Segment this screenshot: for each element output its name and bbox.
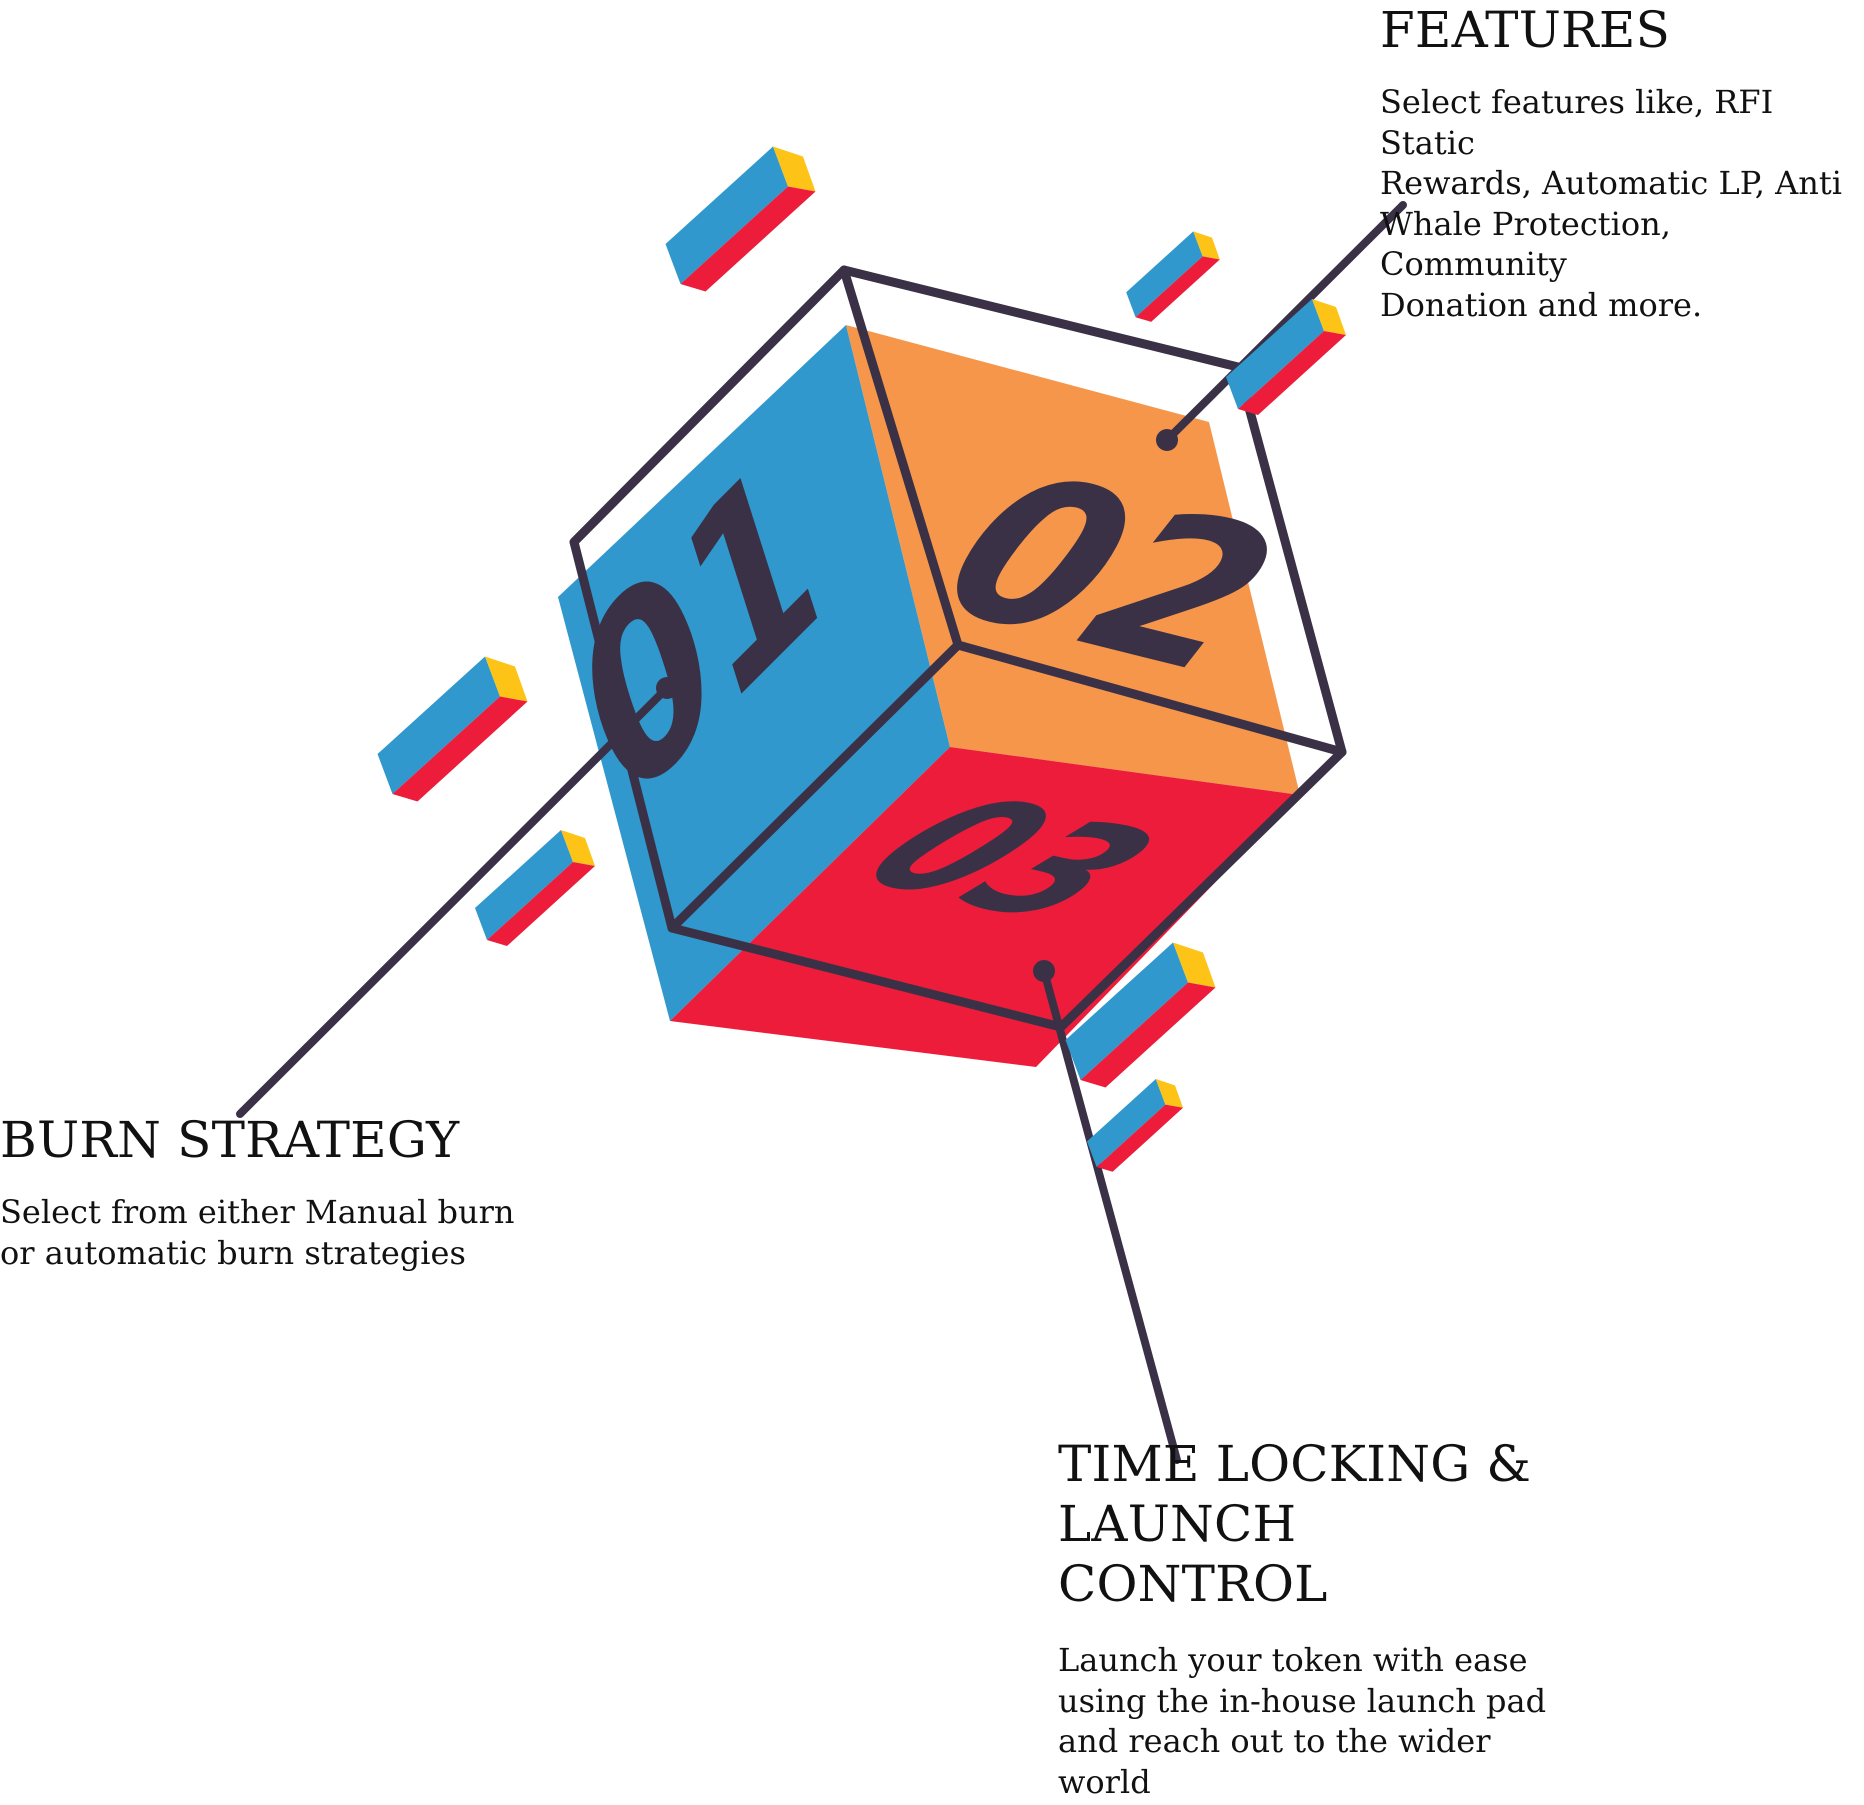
leader-dot-burn [656, 677, 678, 699]
leader-dot-time [1033, 960, 1055, 982]
features-line: Whale Protection, Community [1380, 204, 1671, 284]
deco-cube-red-face [1096, 1104, 1183, 1172]
deco-cube-blue-face [1226, 299, 1324, 409]
time-locking-line: Launch your token with ease [1058, 1641, 1528, 1679]
features-line: Donation and more. [1380, 285, 1703, 324]
time-locking-title-line: LAUNCH CONTROL [1058, 1495, 1328, 1613]
deco-cube-red-face [1238, 331, 1346, 415]
deco-cube-yellow-face [1173, 942, 1216, 988]
deco-cube-left-lower [475, 830, 595, 946]
time-locking-title: TIME LOCKING & LAUNCH CONTROL [1058, 1434, 1578, 1614]
leader-dot-features [1156, 429, 1178, 451]
deco-cube-red-face [392, 696, 528, 802]
deco-cube-yellow-face [1155, 1079, 1183, 1108]
features-description: Select features like, RFI Static Rewards… [1380, 82, 1864, 325]
features-line: Select features like, RFI Static [1380, 83, 1774, 162]
leader-lines [236, 201, 1407, 1464]
deco-cube-blue-face [1065, 942, 1188, 1080]
time-locking-title-line: TIME LOCKING & [1058, 1435, 1532, 1493]
features-title: FEATURES [1380, 1, 1671, 59]
deco-cube-yellow-face [1312, 299, 1346, 335]
callout-burn-strategy: BURN STRATEGY Select from either Manual … [0, 1110, 560, 1273]
burn-strategy-line: Select from either Manual burn [0, 1193, 515, 1231]
leader-line-time [1040, 967, 1181, 1464]
decor-cubes [377, 146, 1346, 1172]
deco-cube-blue-face [377, 656, 500, 794]
leader-line-burn [236, 684, 671, 1118]
deco-cube-red-face [487, 862, 595, 946]
deco-cube-red-face [680, 186, 816, 292]
deco-cube-yellow-face [485, 656, 528, 702]
deco-cube-top [665, 146, 816, 292]
callout-features: FEATURES Select features like, RFI Stati… [1380, 0, 1864, 325]
callout-time-locking: TIME LOCKING & LAUNCH CONTROL Launch you… [1058, 1434, 1578, 1802]
time-locking-line: world [1058, 1762, 1151, 1801]
deco-cube-yellow-face [561, 830, 595, 866]
time-locking-line: using the in-house launch pad [1058, 1681, 1547, 1720]
cube-face-03 [670, 747, 1300, 1067]
time-locking-description: Launch your token with ease using the in… [1058, 1640, 1578, 1802]
burn-strategy-description: Select from either Manual burn or automa… [0, 1192, 560, 1273]
deco-cube-blue-face [665, 146, 788, 284]
deco-cube-blue-face [1087, 1079, 1166, 1167]
time-locking-line: and reach out to the wider [1058, 1722, 1491, 1760]
deco-cube-left [377, 656, 528, 802]
cube-face-02 [846, 325, 1300, 795]
burn-strategy-line: or automatic burn strategies [0, 1233, 466, 1272]
deco-cube-yellow-face [773, 146, 816, 192]
deco-cube-yellow-face [1193, 231, 1220, 260]
deco-cube-upper-right [1226, 299, 1346, 415]
leader-line-features [1163, 201, 1407, 444]
deco-cube-blue-face [475, 830, 573, 940]
deco-cube-lower-right [1065, 942, 1216, 1088]
deco-cube-lower-right-small [1087, 1079, 1183, 1172]
deco-cube-red-face [1135, 256, 1220, 322]
deco-cube-red-face [1080, 982, 1216, 1088]
deco-cube-blue-face [1126, 231, 1203, 318]
features-line: Rewards, Automatic LP, Anti [1380, 164, 1842, 202]
deco-cube-upper-right-small [1126, 231, 1220, 322]
burn-strategy-title: BURN STRATEGY [0, 1111, 460, 1169]
